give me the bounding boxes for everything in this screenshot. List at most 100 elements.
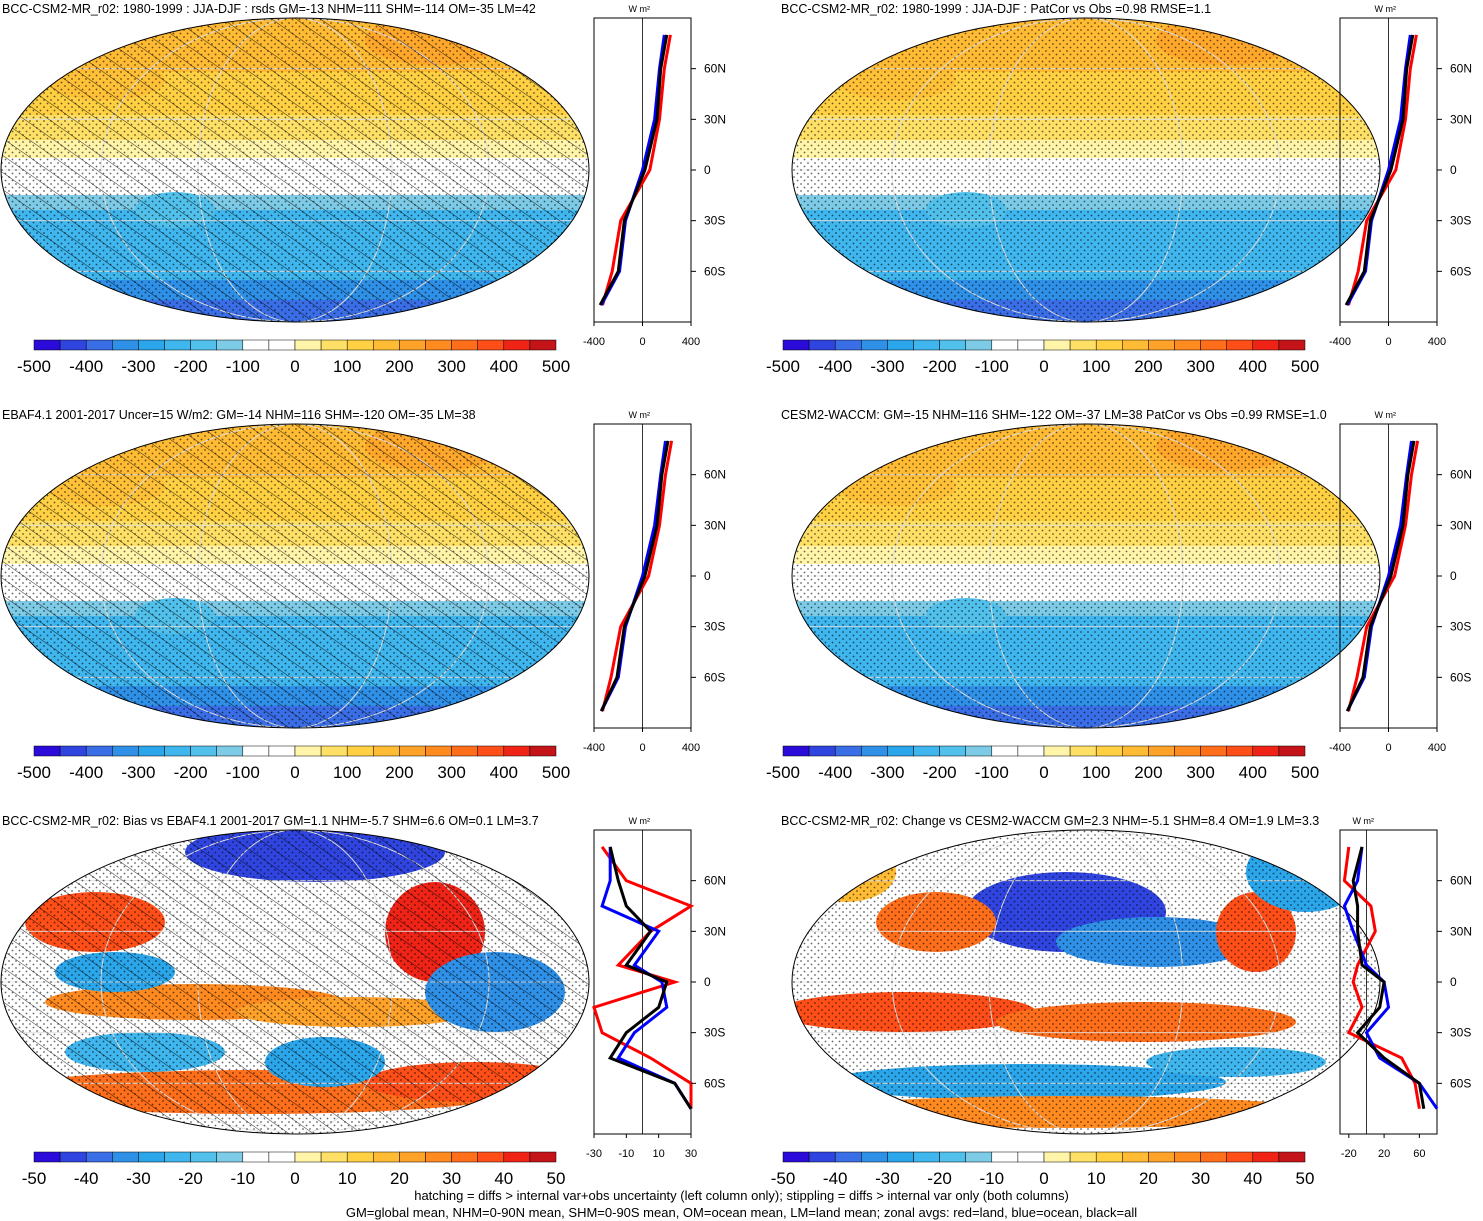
colorbar-tick-label: 20 [390,1169,409,1188]
zonal-line-land [592,846,695,1109]
panel-title: BCC-CSM2-MR_r02: 1980-1999 : JJA-DJF : r… [2,2,536,16]
latitude-tick-label: 30S [1450,1026,1471,1040]
colorbar-tick-label: 50 [1296,1169,1315,1188]
latitude-tick-label: 0 [704,569,711,583]
panel-cesm2-waccm: CESM2-WACCM: GM=-15 NHM=116 SHM=-122 OM=… [743,406,1483,806]
colorbar-tick-label: 500 [1291,763,1319,782]
zonal-mean-plot: W m² -30 -10 10 30 60N 30N 0 30S 60S [586,816,726,1160]
latitude-tick-label: 60N [704,62,726,76]
colorbar-tick-label: 0 [290,357,299,376]
map-field [1,18,589,322]
colorbar-tick-label: -200 [174,763,208,782]
colorbar-tick-label: -40 [74,1169,99,1188]
zonal-x-tick-label: 0 [1385,742,1391,754]
colorbar-tick-label: -400 [69,357,103,376]
colorbar-tick-label: 400 [1239,357,1267,376]
colorbar-tick-label: -50 [771,1169,796,1188]
colorbar-tick-label: 500 [542,763,570,782]
zonal-x-tick-label: 0 [1385,336,1391,348]
colorbar-tick-label: 10 [1087,1169,1106,1188]
latitude-tick-label: 0 [704,163,711,177]
colorbar-tick-label: 30 [442,1169,461,1188]
colorbar: -500 -400 -300 -200 -100 0 100 200 300 400 500 [17,339,570,376]
panel-figure: -500 -400 -300 -200 -100 0 100 200 300 400 500 W m²… [0,410,726,782]
latitude-tick-label: 0 [1450,975,1457,989]
latitude-tick-label: 60S [1450,264,1471,278]
latitude-tick-label: 60S [1450,670,1471,684]
panel-ebaf-obs: EBAF4.1 2001-2017 Uncer=15 W/m2: GM=-14 … [0,406,740,806]
latitude-tick-label: 60N [1450,874,1472,888]
colorbar: -50 -40 -30 -20 -10 0 10 20 30 40 50 [22,1151,565,1188]
panel-title: BCC-CSM2-MR_r02: Bias vs EBAF4.1 2001-20… [2,814,539,828]
colorbar-tick-label: 500 [542,357,570,376]
colorbar-tick-label: 300 [1186,763,1214,782]
zonal-line-all [599,440,670,712]
colorbar-tick-label: -30 [875,1169,900,1188]
colorbar-tick-label: 400 [490,763,518,782]
colorbar-tick-label: 300 [1186,357,1214,376]
latitude-tick-label: 60S [1450,1076,1471,1090]
zonal-x-tick-label: -20 [1341,1148,1357,1160]
footer-line-1: hatching = diffs > internal var+obs unce… [414,1188,1069,1203]
zonal-x-tick-label: -400 [583,742,605,754]
zonal-line-land [1347,34,1418,306]
colorbar-tick-label: -500 [766,357,800,376]
colorbar-tick-label: 200 [1134,357,1162,376]
panel-figure: -500 -400 -300 -200 -100 0 100 200 300 400 500 W m²… [0,4,726,376]
colorbar-tick-label: 100 [1082,763,1110,782]
zonal-line-all [607,846,693,1110]
colorbar-tick-label: -300 [870,763,904,782]
zonal-x-tick-label: -30 [586,1148,602,1160]
zonal-units-label: W m² [629,410,651,420]
colorbar-tick-label: 200 [1134,763,1162,782]
colorbar-tick-label: 0 [1039,763,1048,782]
colorbar-tick-label: -200 [174,357,208,376]
map-field [1,424,589,728]
colorbar-tick-label: -20 [178,1169,203,1188]
latitude-tick-label: 30N [704,924,726,938]
zonal-line-land [1347,440,1420,712]
zonal-units-label: W m² [1375,410,1397,420]
panel-title: BCC-CSM2-MR_r02: Change vs CESM2-WACCM G… [781,814,1320,828]
zonal-mean-plot: W m² -400 0 400 60N 30N 0 30S 60S [1329,410,1472,754]
zonal-line-all [1351,846,1426,1109]
latitude-tick-label: 30S [704,214,725,228]
zonal-x-tick-label: 0 [639,742,645,754]
colorbar-tick-label: -400 [818,357,852,376]
colorbar-tick-label: -400 [818,763,852,782]
colorbar-tick-label: 200 [385,763,413,782]
colorbar-tick-label: 0 [290,1169,299,1188]
zonal-x-tick-label: 400 [682,336,700,348]
colorbar-tick-label: -100 [975,763,1009,782]
panel-bcc-model-patcor: BCC-CSM2-MR_r02: 1980-1999 : JJA-DJF : P… [743,0,1483,400]
zonal-x-tick-label: 30 [685,1148,697,1160]
zonal-line-all [1344,34,1415,306]
colorbar: -50 -40 -30 -20 -10 0 10 20 30 40 50 [771,1151,1315,1188]
panel-change-vs-cesm2: BCC-CSM2-MR_r02: Change vs CESM2-WACCM G… [743,812,1483,1212]
colorbar-tick-label: -20 [927,1169,952,1188]
colorbar-tick-label: -100 [226,357,260,376]
colorbar-tick-label: -300 [870,357,904,376]
colorbar-tick-label: -300 [121,763,155,782]
zonal-line-land [601,34,672,306]
zonal-mean-plot: W m² -400 0 400 60N 30N 0 30S 60S [1329,4,1472,348]
colorbar-tick-label: 0 [1039,1169,1048,1188]
zonal-line-all [598,34,669,306]
zonal-line-land [1342,846,1421,1109]
zonal-x-tick-label: 20 [1378,1148,1390,1160]
latitude-tick-label: 30S [704,1026,725,1040]
latitude-tick-label: 60N [1450,468,1472,482]
colorbar-tick-label: -400 [69,763,103,782]
panel-title: EBAF4.1 2001-2017 Uncer=15 W/m2: GM=-14 … [2,408,476,422]
latitude-tick-label: 30N [704,112,726,126]
zonal-mean-plot: W m² -400 0 400 60N 30N 0 30S 60S [583,4,726,348]
panel-bcc-model-jja-djf: BCC-CSM2-MR_r02: 1980-1999 : JJA-DJF : r… [0,0,740,400]
panel-figure: -500 -400 -300 -200 -100 0 100 200 300 400 500 W m²… [766,4,1472,376]
map-field [1,830,589,1134]
panel-title: BCC-CSM2-MR_r02: 1980-1999 : JJA-DJF : P… [781,2,1212,16]
latitude-tick-label: 0 [704,975,711,989]
zonal-line-land [601,440,674,712]
zonal-x-tick-label: -10 [618,1148,634,1160]
colorbar-tick-label: 100 [333,763,361,782]
latitude-tick-label: 0 [1450,163,1457,177]
